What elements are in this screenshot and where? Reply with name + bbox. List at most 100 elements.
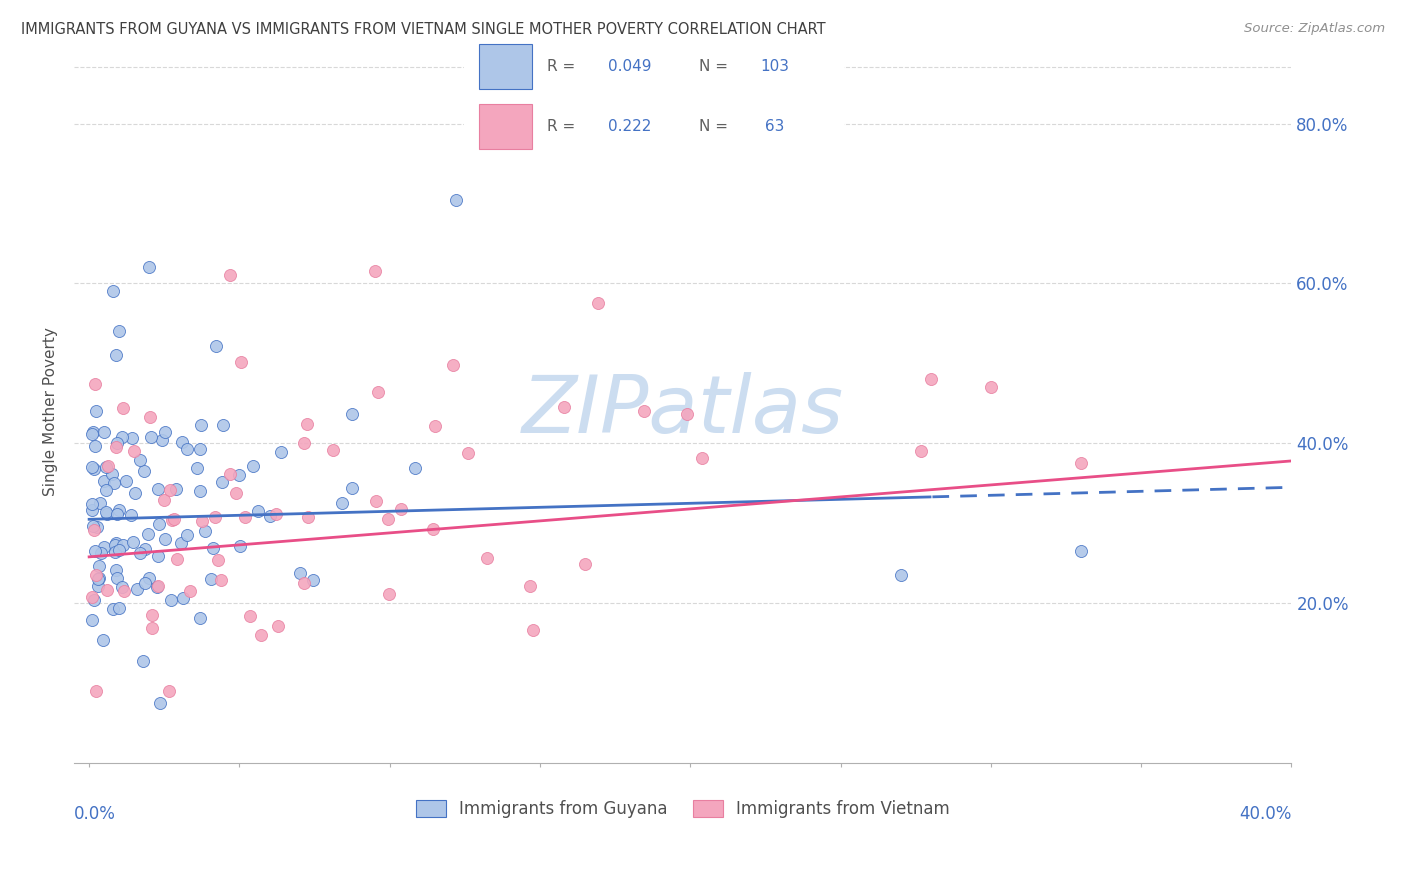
Point	[172, 591, 194, 605]
Text: N =: N =	[699, 120, 733, 135]
Point	[145, 580, 167, 594]
Point	[574, 557, 596, 571]
Point	[176, 527, 198, 541]
Point	[107, 543, 129, 558]
Point	[83, 462, 105, 476]
Point	[553, 400, 575, 414]
Point	[422, 522, 444, 536]
Point	[134, 575, 156, 590]
Point	[207, 553, 229, 567]
Point	[120, 508, 142, 522]
Point	[87, 579, 110, 593]
Point	[890, 568, 912, 582]
Point	[259, 508, 281, 523]
Point	[194, 524, 217, 538]
Point	[159, 593, 181, 607]
Point	[146, 549, 169, 564]
Point	[202, 541, 225, 556]
Point	[115, 474, 138, 488]
Point	[364, 493, 387, 508]
Point	[84, 404, 107, 418]
Text: 0.222: 0.222	[609, 120, 651, 135]
Point	[191, 514, 214, 528]
Point	[211, 475, 233, 489]
Point	[209, 573, 232, 587]
Point	[91, 633, 114, 648]
Point	[105, 440, 128, 454]
Point	[96, 458, 118, 473]
Point	[101, 602, 124, 616]
Point	[389, 502, 412, 516]
Point	[340, 408, 363, 422]
Text: N =: N =	[699, 60, 733, 74]
Point	[270, 445, 292, 459]
Text: Source: ZipAtlas.com: Source: ZipAtlas.com	[1244, 22, 1385, 36]
Point	[82, 425, 104, 439]
Point	[141, 608, 163, 623]
Point	[84, 684, 107, 698]
Y-axis label: Single Mother Poverty: Single Mother Poverty	[44, 327, 58, 496]
Point	[87, 558, 110, 573]
Point	[146, 579, 169, 593]
Point	[152, 493, 174, 508]
Point	[124, 486, 146, 500]
Point	[139, 410, 162, 425]
Point	[188, 611, 211, 625]
Point	[153, 532, 176, 546]
Point	[83, 523, 105, 537]
Text: R =: R =	[547, 60, 581, 74]
Point	[105, 348, 128, 362]
Point	[112, 538, 135, 552]
Point	[94, 483, 117, 498]
Point	[107, 601, 129, 615]
Text: 40.0%: 40.0%	[1239, 805, 1292, 823]
Point	[342, 482, 364, 496]
Point	[920, 372, 942, 386]
Point	[457, 446, 479, 460]
Point	[83, 377, 105, 392]
Point	[148, 516, 170, 531]
Point	[239, 608, 262, 623]
Point	[910, 444, 932, 458]
Point	[96, 582, 118, 597]
Point	[129, 453, 152, 467]
Point	[297, 417, 319, 431]
Point	[322, 442, 344, 457]
Point	[136, 527, 159, 541]
Point	[87, 571, 110, 585]
Point	[1070, 456, 1092, 470]
Point	[86, 519, 108, 533]
Bar	[479, 104, 533, 149]
Text: 63: 63	[761, 120, 785, 135]
Point	[100, 467, 122, 481]
Point	[212, 418, 235, 433]
Text: R =: R =	[547, 120, 581, 135]
Point	[83, 592, 105, 607]
Point	[225, 486, 247, 500]
Point	[522, 623, 544, 637]
Point	[108, 325, 131, 339]
FancyBboxPatch shape	[460, 35, 848, 161]
Point	[250, 628, 273, 642]
Point	[633, 403, 655, 417]
Point	[519, 578, 541, 592]
Point	[292, 436, 315, 450]
Point	[93, 541, 115, 555]
Point	[231, 355, 253, 369]
Point	[149, 696, 172, 710]
Point	[96, 507, 118, 521]
Point	[82, 502, 104, 516]
Point	[93, 425, 115, 440]
Point	[170, 435, 193, 450]
Point	[82, 497, 104, 511]
Point	[141, 621, 163, 635]
Point	[159, 483, 181, 497]
Point	[139, 430, 162, 444]
Point	[264, 507, 287, 521]
Point	[103, 476, 125, 491]
Point	[111, 430, 134, 444]
Point	[104, 538, 127, 552]
Point	[267, 619, 290, 633]
Point	[367, 384, 389, 399]
Point	[186, 460, 208, 475]
